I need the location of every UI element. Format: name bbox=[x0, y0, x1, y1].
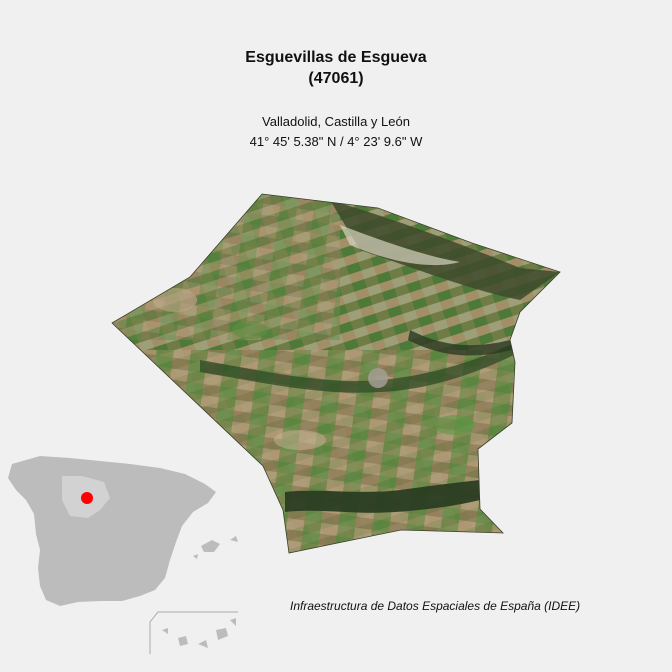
location-marker bbox=[81, 492, 93, 504]
spain-locator-map bbox=[8, 456, 238, 654]
municipality-code: (47061) bbox=[308, 70, 364, 87]
region-label: Valladolid, Castilla y León bbox=[262, 114, 410, 129]
municipality-boundary bbox=[111, 193, 561, 554]
canary-islands-frame bbox=[149, 611, 238, 654]
municipality-title: Esguevillas de Esgueva bbox=[245, 49, 427, 66]
canary-islands-shape bbox=[162, 618, 236, 648]
data-source-credit: Infraestructura de Datos Espaciales de E… bbox=[290, 599, 581, 613]
balearic-islands-shape bbox=[193, 536, 238, 559]
spain-mainland-shape bbox=[8, 456, 216, 606]
coordinates-label: 41° 45' 5.38" N / 4° 23' 9.6" W bbox=[249, 134, 423, 149]
